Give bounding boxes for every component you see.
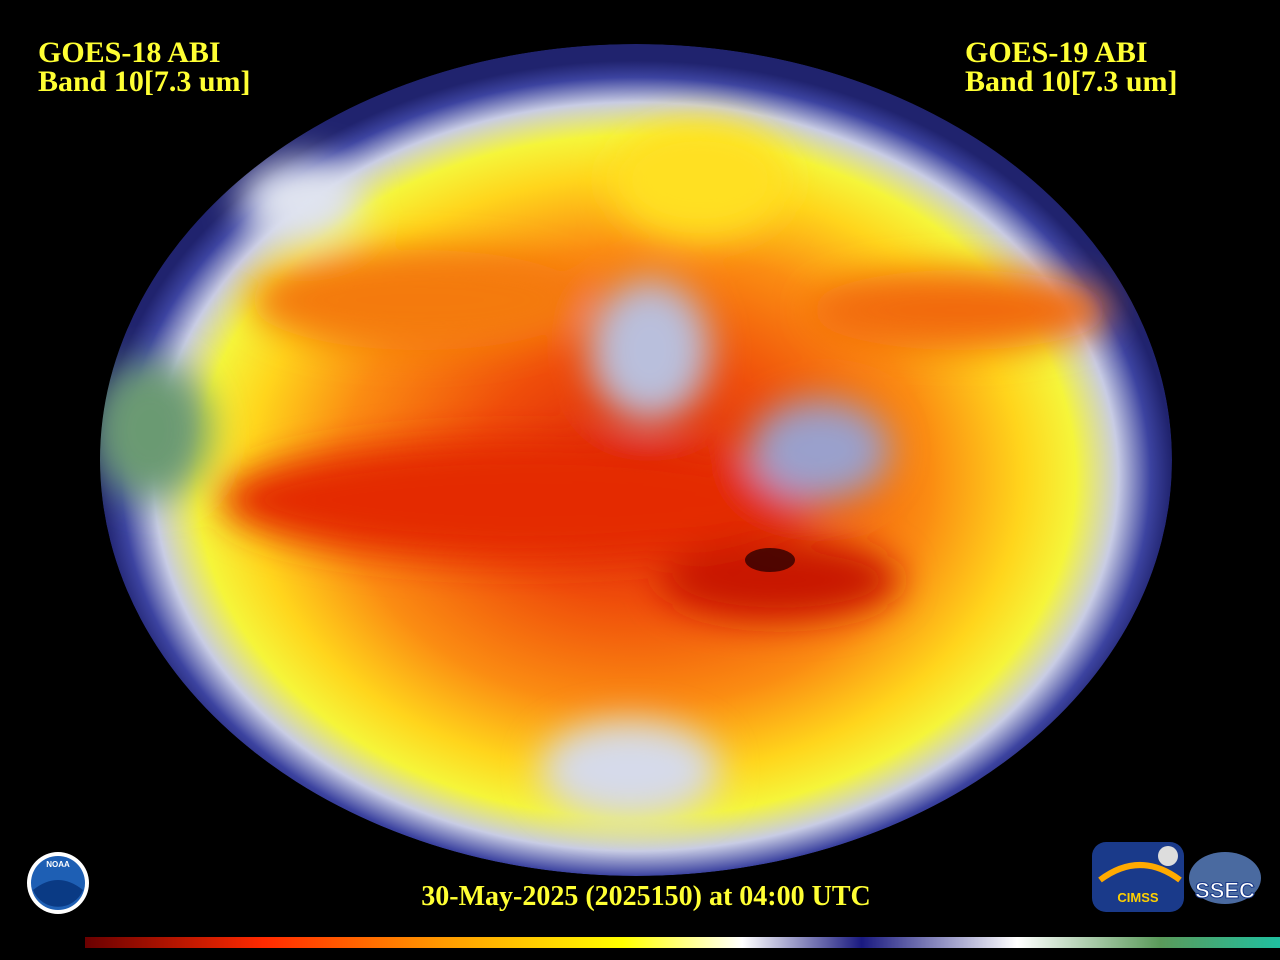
cimss-label: CIMSS <box>1117 890 1159 905</box>
left-title: GOES-18 ABI <box>38 36 221 69</box>
satellite-image <box>100 44 1172 876</box>
ssec-logo: SSEC <box>1189 852 1261 904</box>
cimss-logo: CIMSS <box>1092 842 1184 912</box>
color-bar <box>85 937 1280 948</box>
noaa-logo: NOAA <box>27 852 89 914</box>
footer-caption: GOES-18 ABI AND GOES-19 ABI IN MOLLWEIDE… <box>100 948 859 960</box>
ssec-label: SSEC <box>1195 878 1255 903</box>
timestamp: 30-May-2025 (2025150) at 04:00 UTC <box>421 881 871 912</box>
right-title: GOES-19 ABI <box>965 36 1148 69</box>
right-band: Band 10[7.3 um] <box>965 65 1178 98</box>
left-band: Band 10[7.3 um] <box>38 65 251 98</box>
noaa-label: NOAA <box>46 860 70 869</box>
